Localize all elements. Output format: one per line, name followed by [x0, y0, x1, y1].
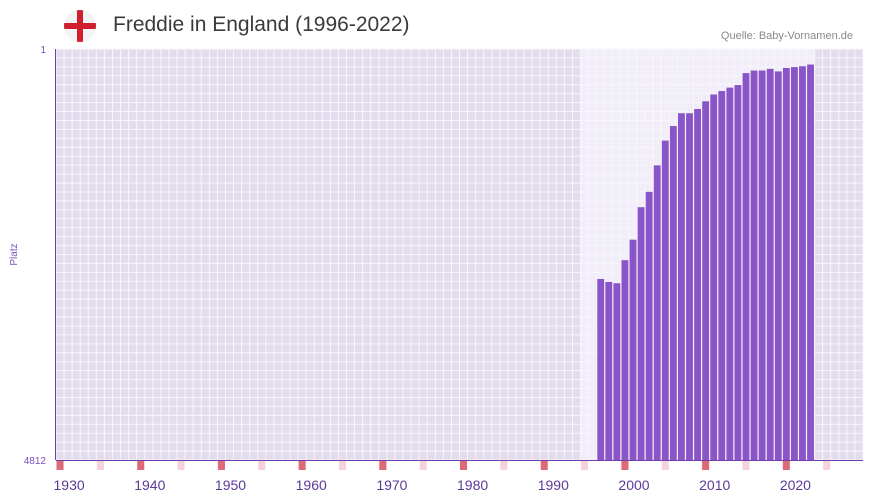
bar-2003	[653, 165, 661, 460]
x-tick-2000: 2000	[618, 477, 649, 493]
year-marker-2009	[702, 461, 710, 470]
x-tick-1930: 1930	[54, 477, 85, 493]
bar-2021	[799, 66, 806, 460]
x-tick-1940: 1940	[134, 477, 165, 493]
bar-2016	[758, 70, 766, 460]
year-marker-1944	[177, 461, 185, 470]
source-label: Quelle: Baby-Vornamen.de	[720, 30, 853, 42]
bar-2006	[677, 113, 685, 461]
bar-2002	[645, 191, 653, 461]
year-marker-1954	[258, 461, 266, 470]
year-marker-1949	[217, 461, 225, 470]
year-marker-1989	[540, 461, 548, 470]
year-marker-1959	[298, 461, 306, 470]
year-marker-1934	[96, 461, 104, 470]
bar-2020	[790, 67, 798, 460]
year-marker-1964	[338, 461, 347, 470]
england-flag-icon	[64, 10, 96, 42]
x-tick-1960: 1960	[296, 477, 327, 493]
bar-2005	[669, 126, 677, 460]
y-tick-bottom: 4812	[24, 456, 47, 467]
bar-2007	[686, 113, 693, 461]
x-tick-2010: 2010	[699, 477, 730, 493]
bar-2022	[807, 64, 814, 460]
year-marker-2024	[823, 461, 831, 470]
bar-1997	[605, 281, 613, 460]
year-marker-2014	[742, 461, 750, 470]
bar-2010	[710, 94, 718, 460]
bar-2018	[774, 71, 782, 461]
bar-2011	[718, 91, 726, 460]
bar-2000	[629, 239, 637, 460]
bar-1998	[613, 283, 621, 460]
bar-2013	[734, 85, 742, 460]
bar-2001	[637, 207, 645, 460]
y-tick-top: 1	[40, 45, 46, 56]
x-tick-2020: 2020	[780, 477, 811, 493]
year-marker-2004	[661, 461, 669, 470]
year-marker-1969	[379, 461, 387, 470]
x-tick-1990: 1990	[538, 477, 569, 493]
year-marker-1974	[419, 461, 427, 470]
bar-2008	[694, 108, 701, 460]
x-tick-1950: 1950	[215, 477, 246, 493]
bar-1996	[597, 278, 605, 460]
year-marker-2019	[782, 461, 790, 470]
bar-2012	[726, 87, 734, 460]
year-marker-1984	[500, 461, 508, 470]
bar-2009	[702, 101, 710, 460]
x-tick-1970: 1970	[376, 477, 407, 493]
year-marker-1979	[460, 461, 468, 470]
bar-2017	[766, 68, 774, 460]
bar-2019	[782, 67, 790, 461]
bar-2015	[750, 70, 758, 460]
bar-1999	[621, 260, 629, 460]
bar-2014	[742, 73, 750, 461]
chart-title: Freddie in England (1996-2022)	[113, 13, 410, 36]
year-marker-1999	[621, 461, 629, 470]
bar-2004	[661, 140, 669, 460]
year-marker-1994	[581, 461, 589, 470]
year-marker-1929	[56, 461, 64, 470]
y-axis-label: Platz	[9, 243, 20, 265]
year-marker-1939	[137, 461, 145, 470]
x-tick-1980: 1980	[457, 477, 488, 493]
